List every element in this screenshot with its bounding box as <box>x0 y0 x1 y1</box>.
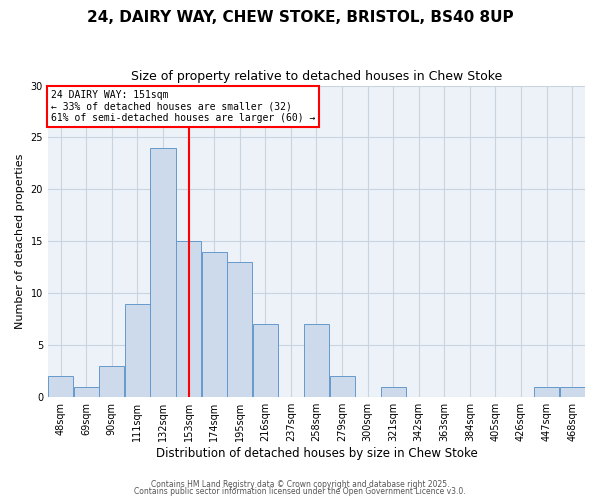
Bar <box>48 376 73 397</box>
Y-axis label: Number of detached properties: Number of detached properties <box>15 154 25 329</box>
Bar <box>560 387 585 397</box>
Bar <box>74 387 99 397</box>
Bar <box>227 262 252 397</box>
X-axis label: Distribution of detached houses by size in Chew Stoke: Distribution of detached houses by size … <box>155 447 478 460</box>
Bar <box>125 304 150 397</box>
Text: 24, DAIRY WAY, CHEW STOKE, BRISTOL, BS40 8UP: 24, DAIRY WAY, CHEW STOKE, BRISTOL, BS40… <box>86 10 514 25</box>
Text: Contains HM Land Registry data © Crown copyright and database right 2025.: Contains HM Land Registry data © Crown c… <box>151 480 449 489</box>
Text: Contains public sector information licensed under the Open Government Licence v3: Contains public sector information licen… <box>134 487 466 496</box>
Bar <box>329 376 355 397</box>
Bar <box>202 252 227 397</box>
Title: Size of property relative to detached houses in Chew Stoke: Size of property relative to detached ho… <box>131 70 502 83</box>
Bar <box>176 242 201 397</box>
Bar <box>151 148 176 397</box>
Bar <box>253 324 278 397</box>
Text: 24 DAIRY WAY: 151sqm
← 33% of detached houses are smaller (32)
61% of semi-detac: 24 DAIRY WAY: 151sqm ← 33% of detached h… <box>50 90 315 124</box>
Bar <box>100 366 124 397</box>
Bar <box>534 387 559 397</box>
Bar <box>380 387 406 397</box>
Bar <box>304 324 329 397</box>
